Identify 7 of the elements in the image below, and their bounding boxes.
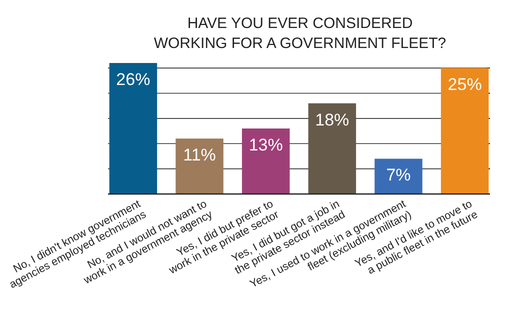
data-label: 7% [386, 166, 411, 185]
data-label: 26% [116, 70, 150, 89]
data-label: 11% [183, 146, 216, 165]
chart-title: HAVE YOU EVER CONSIDERED WORKING FOR A GOVERNMENT FLEET? [154, 15, 446, 52]
data-label: 25% [448, 75, 482, 94]
data-label: 18% [315, 110, 350, 130]
data-label: 13% [248, 136, 283, 154]
